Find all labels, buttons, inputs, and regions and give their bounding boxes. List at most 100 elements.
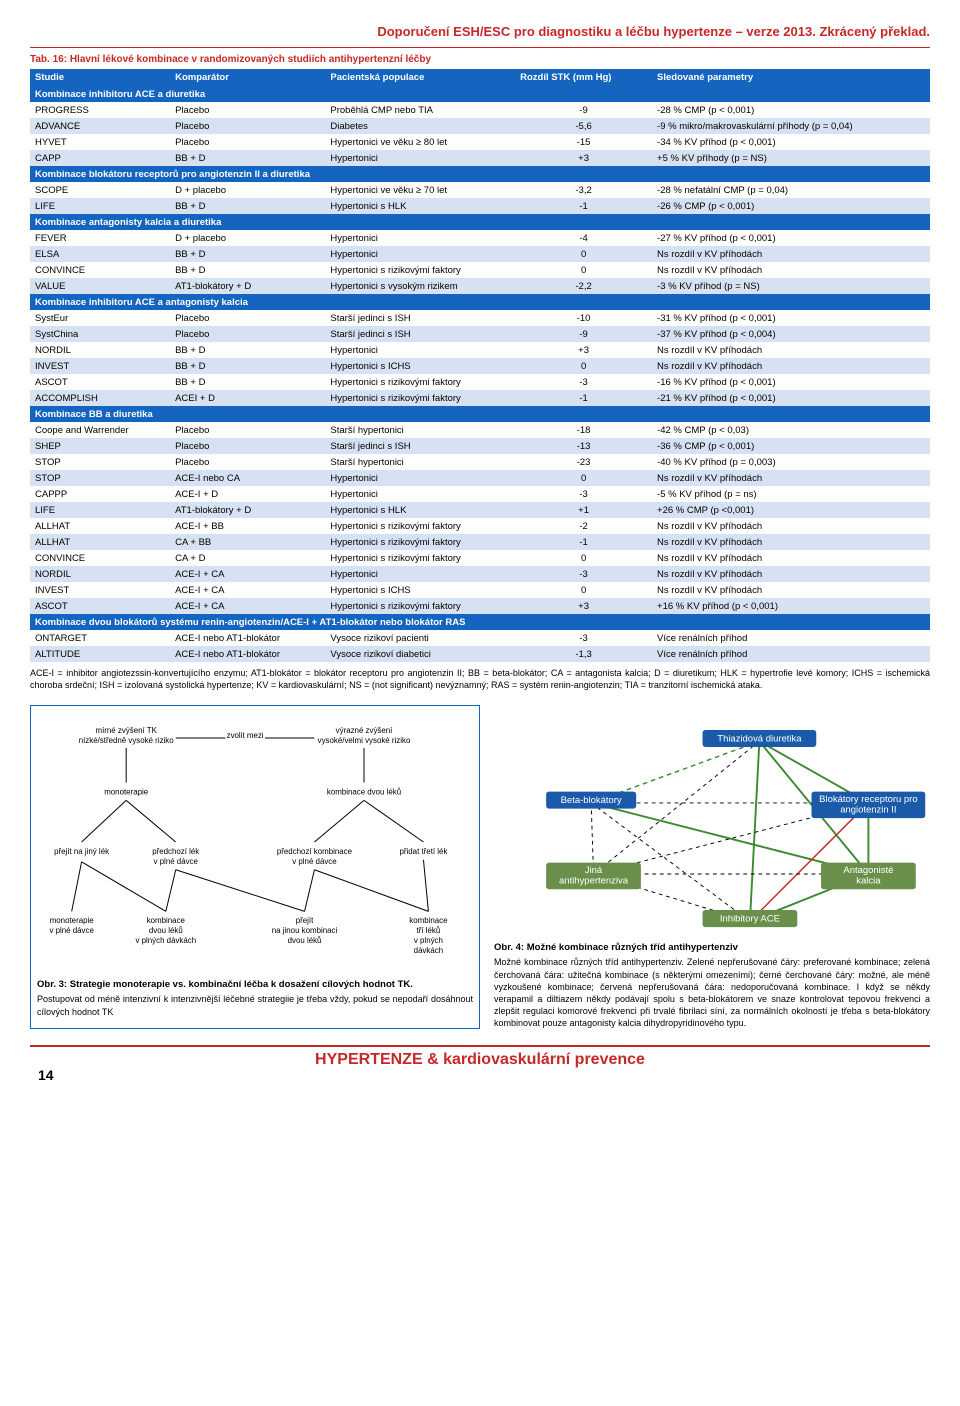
table-cell: 0 [515,246,652,262]
svg-text:v plné dávce: v plné dávce [154,857,199,866]
fig4-caption: Obr. 4: Možné kombinace různých tříd ant… [494,942,930,953]
svg-text:angiotenzin II: angiotenzin II [840,805,896,816]
table-row: CAPPPACE-I + DHypertonici-3-5 % KV přího… [30,486,930,502]
fig3-tree: mírné zvýšení TK nízké/středně vysoké ri… [37,712,473,972]
table-cell: Placebo [170,422,325,438]
table-cell: ONTARGET [30,630,170,646]
table-cell: AT1-blokátory + D [170,502,325,518]
table-cell: +3 [515,342,652,358]
table-cell: -1 [515,534,652,550]
figure-4: Thiazidová diuretikaBeta-blokátoryBlokát… [494,705,930,1029]
table-cell: BB + D [170,262,325,278]
table-row: SHEPPlaceboStarší jedinci s ISH-13-36 % … [30,438,930,454]
section-header: Kombinace antagonisty kalcia a diuretika [30,214,930,230]
table-cell: +3 [515,150,652,166]
table-caption: Tab. 16: Hlavní lékové kombinace v rando… [30,54,930,65]
table-cell: NORDIL [30,342,170,358]
table-cell: CONVINCE [30,262,170,278]
svg-text:Blokátory receptoru pro: Blokátory receptoru pro [819,794,917,805]
table-cell: -40 % KV příhod (p = 0,003) [652,454,930,470]
section-header: Kombinace dvou blokátorů systému renin-a… [30,614,930,630]
table-row: CONVINCEBB + DHypertonici s rizikovými f… [30,262,930,278]
table-row: NORDILACE-I + CAHypertonici-3Ns rozdíl v… [30,566,930,582]
table-cell: Coope and Warrender [30,422,170,438]
table-cell: SHEP [30,438,170,454]
table-cell: CAPPP [30,486,170,502]
table-cell: Hypertonici s rizikovými faktory [325,518,515,534]
table-row: STOPACE-I nebo CAHypertonici0Ns rozdíl v… [30,470,930,486]
fig4-network: Thiazidová diuretikaBeta-blokátoryBlokát… [494,705,930,935]
table-cell: Ns rozdíl v KV příhodách [652,518,930,534]
table-cell: Hypertonici s rizikovými faktory [325,390,515,406]
table-cell: Proběhlá CMP nebo TIA [325,102,515,118]
footer-bar: HYPERTENZE & kardiovaskulární prevence [30,1045,930,1069]
svg-text:dvou léků: dvou léků [288,936,322,945]
table-row: SystChinaPlaceboStarší jedinci s ISH-9-3… [30,326,930,342]
table-cell: ACE-I nebo AT1-blokátor [170,646,325,662]
table-cell: Ns rozdíl v KV příhodách [652,262,930,278]
table-row: ELSABB + DHypertonici0Ns rozdíl v KV pří… [30,246,930,262]
section-header: Kombinace inhibitoru ACE a diuretika [30,86,930,102]
table-cell: -13 [515,438,652,454]
table-cell: BB + D [170,150,325,166]
table-cell: ALTITUDE [30,646,170,662]
svg-text:přejít: přejít [296,917,314,926]
table-cell: -3 [515,374,652,390]
table-cell: -1 [515,198,652,214]
table-cell: -31 % KV příhod (p < 0,001) [652,310,930,326]
table-cell: -4 [515,230,652,246]
table-cell: BB + D [170,374,325,390]
section-header: Kombinace blokátoru receptorů pro angiot… [30,166,930,182]
table-row: INVESTACE-I + CAHypertonici s ICHS0Ns ro… [30,582,930,598]
table-row: INVESTBB + DHypertonici s ICHS0Ns rozdíl… [30,358,930,374]
table-cell: Ns rozdíl v KV příhodách [652,566,930,582]
table-cell: -36 % CMP (p < 0,001) [652,438,930,454]
table-cell: 0 [515,358,652,374]
table-cell: HYVET [30,134,170,150]
table-cell: ACE-I nebo CA [170,470,325,486]
table-cell: -3 [515,486,652,502]
table-row: PROGRESSPlaceboProběhlá CMP nebo TIA-9-2… [30,102,930,118]
svg-text:kombinace: kombinace [409,917,448,926]
table-cell: Ns rozdíl v KV příhodách [652,342,930,358]
table-cell: INVEST [30,582,170,598]
table-cell: ACE-I + D [170,486,325,502]
table-header: Rozdíl STK (mm Hg) [515,69,652,86]
table-cell: STOP [30,470,170,486]
table-cell: Hypertonici ve věku ≥ 80 let [325,134,515,150]
svg-text:předchozí kombinace: předchozí kombinace [277,847,353,856]
fig3-caption: Obr. 3: Strategie monoterapie vs. kombin… [37,979,473,990]
table-cell: -1 [515,390,652,406]
svg-text:přidat třetí lék: přidat třetí lék [400,847,448,856]
table-cell: Více renálních příhod [652,630,930,646]
svg-text:Jiná: Jiná [585,865,603,876]
table-cell: -34 % KV příhod (p < 0,001) [652,134,930,150]
table-cell: Hypertonici s HLK [325,502,515,518]
table-cell: -10 [515,310,652,326]
table-cell: Placebo [170,134,325,150]
table-cell: ACE-I + BB [170,518,325,534]
table-cell: Starší jedinci s ISH [325,310,515,326]
table-row: SystEurPlaceboStarší jedinci s ISH-10-31… [30,310,930,326]
table-cell: -15 [515,134,652,150]
fig3-sub: Postupovat od méně intenzivní k intenziv… [37,993,473,1017]
table-cell: FEVER [30,230,170,246]
table-row: ADVANCEPlaceboDiabetes-5,6-9 % mikro/mak… [30,118,930,134]
table-cell: SystEur [30,310,170,326]
table-row: STOPPlaceboStarší hypertonici-23-40 % KV… [30,454,930,470]
table-row: VALUEAT1-blokátory + DHypertonici s vyso… [30,278,930,294]
table-cell: SCOPE [30,182,170,198]
table-cell: BB + D [170,198,325,214]
svg-text:v plných dávkách: v plných dávkách [135,936,196,945]
table-cell: -9 % mikro/makrovaskulární příhody (p = … [652,118,930,134]
table-cell: -28 % CMP (p < 0,001) [652,102,930,118]
table-cell: -2 [515,518,652,534]
svg-text:Thiazidová diuretika: Thiazidová diuretika [717,734,802,745]
svg-text:kombinace: kombinace [147,917,186,926]
table-cell: -27 % KV příhod (p < 0,001) [652,230,930,246]
table-row: ALLHATACE-I + BBHypertonici s rizikovými… [30,518,930,534]
svg-text:Inhibitory ACE: Inhibitory ACE [720,914,780,925]
table-cell: Placebo [170,310,325,326]
table-cell: Hypertonici [325,230,515,246]
svg-text:monoterapie: monoterapie [50,917,95,926]
